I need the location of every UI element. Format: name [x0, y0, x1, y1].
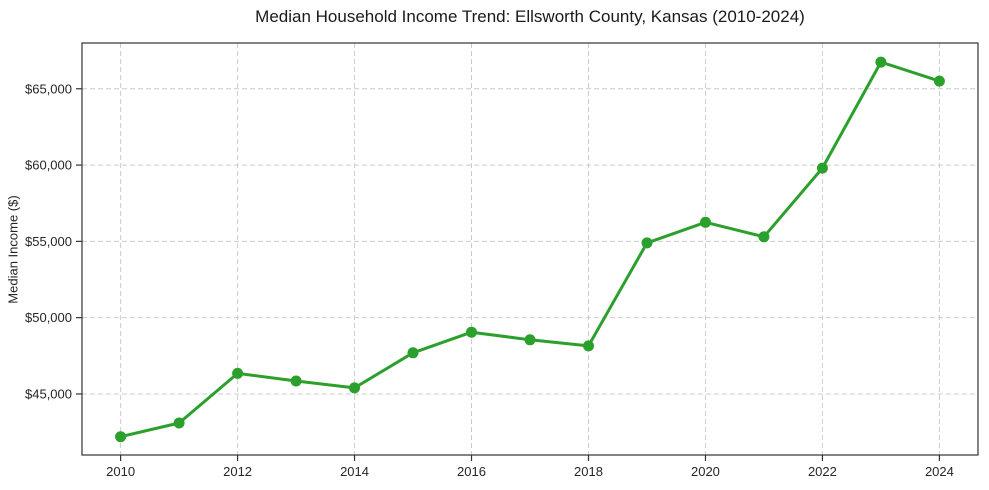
x-tick-label: 2022: [808, 464, 837, 479]
data-point-2010: [115, 431, 127, 443]
y-tick-label: $65,000: [25, 81, 72, 96]
chart-title: Median Household Income Trend: Ellsworth…: [255, 7, 805, 26]
x-tick-label: 2020: [691, 464, 720, 479]
data-point-2023: [875, 56, 887, 68]
data-point-2019: [641, 237, 653, 249]
data-point-2011: [173, 417, 185, 429]
x-tick-label: 2018: [574, 464, 603, 479]
trend-line: [119, 60, 941, 439]
data-point-2022: [816, 162, 828, 174]
y-tick-label: $45,000: [25, 386, 72, 401]
y-tick-label: $60,000: [25, 158, 72, 173]
data-point-2012: [232, 367, 244, 379]
data-point-2013: [290, 375, 302, 387]
y-tick-label: $50,000: [25, 310, 72, 325]
plot-border: [81, 42, 979, 456]
x-tick-label: 2010: [106, 464, 135, 479]
x-tick-label: 2016: [457, 464, 486, 479]
data-point-2016: [466, 326, 477, 338]
data-point-2014: [349, 382, 360, 394]
data-point-2017: [524, 334, 536, 346]
y-tick-label: $55,000: [25, 234, 72, 249]
x-tick-label: 2014: [340, 464, 369, 479]
data-point-2021: [758, 231, 770, 243]
data-point-2020: [700, 216, 711, 228]
x-tick-label: 2012: [223, 464, 252, 479]
data-point-2024: [933, 75, 945, 87]
data-point-2015: [407, 347, 419, 359]
data-point-2018: [583, 340, 594, 352]
x-tick-label: 2024: [925, 464, 954, 479]
